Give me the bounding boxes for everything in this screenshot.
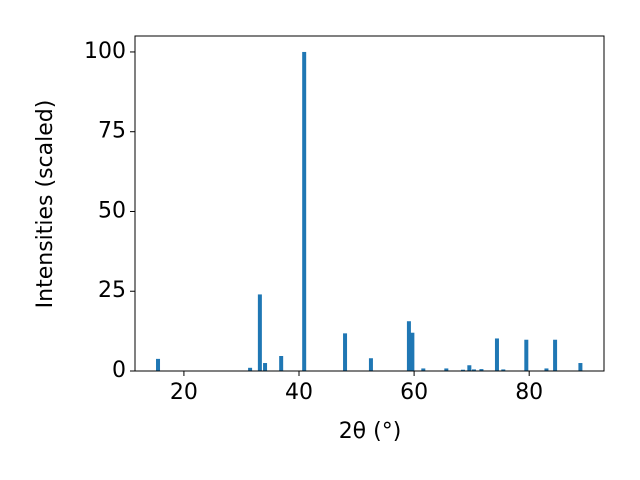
bar [156, 358, 161, 371]
x-tick-label: 80 [515, 380, 543, 405]
y-tick-label: 50 [98, 198, 126, 223]
bar [421, 368, 426, 371]
y-axis-label: Intensities (scaled) [33, 100, 58, 309]
y-tick-label: 100 [84, 39, 126, 64]
bar [279, 356, 284, 371]
x-tick-label: 40 [285, 380, 313, 405]
y-tick-label: 25 [98, 278, 126, 303]
x-tick-label: 20 [170, 380, 198, 405]
bar [467, 365, 472, 371]
bar [302, 51, 307, 371]
bar [501, 369, 506, 371]
bar [444, 368, 449, 371]
bar [343, 333, 348, 371]
bar [479, 369, 484, 371]
y-tick-label: 0 [112, 358, 126, 383]
bar [263, 363, 268, 371]
bar [248, 367, 253, 371]
bar [461, 369, 466, 371]
bar [578, 363, 583, 371]
bar [471, 369, 476, 371]
plot-frame [134, 35, 605, 372]
bar [494, 338, 499, 371]
bar [553, 339, 558, 371]
bar [410, 332, 415, 371]
x-tick-label: 60 [400, 380, 428, 405]
y-tick-label: 75 [98, 119, 126, 144]
bar [524, 339, 529, 371]
x-axis-label: 2θ (°) [339, 419, 402, 444]
bar [368, 358, 373, 371]
bar [406, 321, 411, 371]
bar [257, 294, 262, 371]
bar [544, 368, 549, 371]
